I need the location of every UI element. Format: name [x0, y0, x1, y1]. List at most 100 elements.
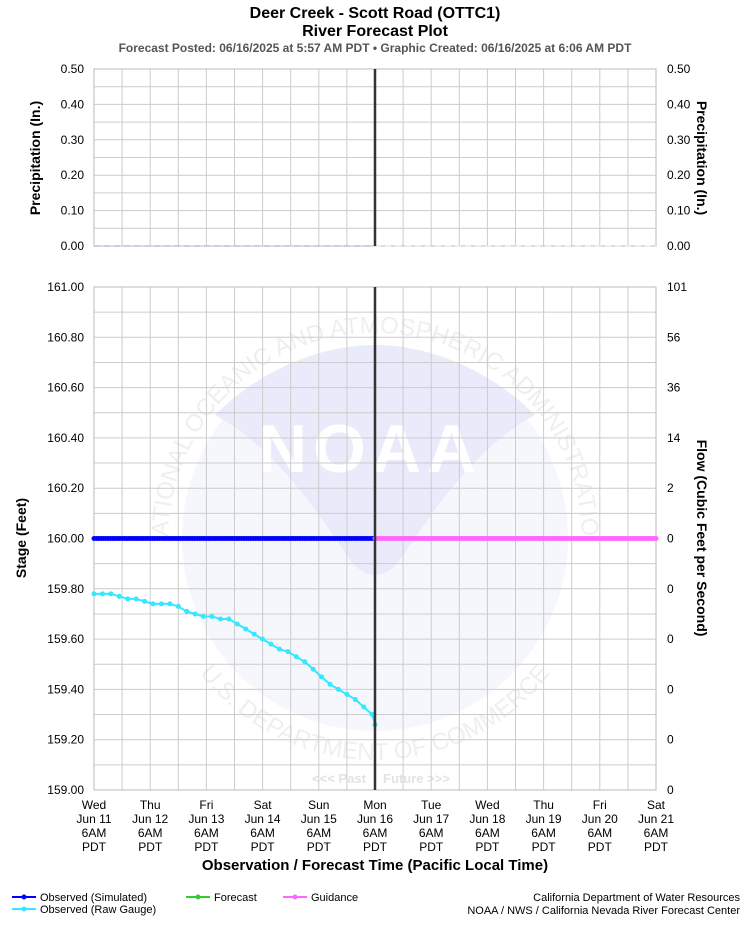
- legend-guidance-dot: [292, 894, 298, 900]
- past-label: <<< Past: [312, 771, 367, 786]
- point-observed_raw: [158, 601, 164, 607]
- point-observed_raw: [209, 613, 215, 619]
- point-observed_raw: [125, 596, 131, 602]
- legend-guidance-label: Guidance: [311, 892, 358, 904]
- stage-left-tick-label: 159.40: [47, 682, 84, 696]
- legend-observed-simulated-dot: [21, 894, 27, 900]
- point-observed_raw: [167, 601, 173, 607]
- stage-left-tick-label: 160.60: [47, 381, 84, 395]
- point-observed_raw: [150, 601, 156, 607]
- legend-forecast: Forecast: [186, 892, 257, 904]
- stage-left-ticks: 159.00 159.20 159.40 159.60 159.80 160.00 160.…: [47, 280, 84, 797]
- precip-left-tick-label: 0.00: [61, 239, 85, 253]
- x-tick-label-time: 6AM: [138, 826, 163, 840]
- x-tick-label-day: Wed: [475, 798, 499, 812]
- point-observed_raw: [327, 681, 333, 687]
- x-tick-label-tz: PDT: [532, 840, 557, 854]
- x-tick-label-time: 6AM: [475, 826, 500, 840]
- precip-left-tick-label: 0.30: [61, 133, 85, 147]
- stage-left-axis-label: Stage (Feet): [13, 498, 29, 578]
- precip-left-tick-label: 0.50: [61, 62, 85, 76]
- x-tick-label-day: Wed: [82, 798, 106, 812]
- x-tick-label-time: 6AM: [306, 826, 331, 840]
- legend-forecast-dot: [195, 894, 201, 900]
- stage-left-tick-label: 160.80: [47, 330, 84, 344]
- legend-observed-raw-dot: [21, 906, 27, 912]
- x-tick-label-day: Fri: [199, 798, 213, 812]
- x-tick-label-day: Sat: [254, 798, 273, 812]
- point-observed_raw: [116, 593, 122, 599]
- point-observed_raw: [285, 649, 291, 655]
- point-guidance: [653, 536, 659, 541]
- noaa-logo-text: NOAA: [258, 411, 482, 487]
- point-observed_raw: [335, 686, 341, 692]
- x-tick-label-date: Jun 21: [638, 812, 674, 826]
- precip-right-tick-label: 0.30: [667, 133, 691, 147]
- x-tick-label-tz: PDT: [475, 840, 500, 854]
- point-observed_raw: [99, 591, 105, 597]
- stage-right-tick-label: 0: [667, 532, 674, 546]
- point-observed_raw: [310, 666, 316, 672]
- point-observed_raw: [293, 654, 299, 660]
- stage-left-tick-label: 160.00: [47, 532, 84, 546]
- stage-left-tick-label: 160.40: [47, 431, 84, 445]
- stage-right-tick-label: 56: [667, 330, 681, 344]
- flow-right-axis-label: Flow (Cubic Feet per Second): [694, 440, 710, 637]
- point-observed_raw: [369, 712, 375, 718]
- precip-right-tick-label: 0.00: [667, 239, 691, 253]
- x-tick-label-tz: PDT: [307, 840, 332, 854]
- legend-observed-raw: Observed (Raw Gauge): [12, 904, 156, 916]
- x-tick-label-time: 6AM: [644, 826, 669, 840]
- stage-left-tick-label: 161.00: [47, 280, 84, 294]
- point-observed_raw: [234, 621, 240, 627]
- point-observed_raw: [361, 704, 367, 710]
- stage-right-tick-label: 0: [667, 582, 674, 596]
- x-tick-label-tz: PDT: [138, 840, 163, 854]
- stage-right-tick-label: 0: [667, 783, 674, 797]
- x-tick-label-day: Mon: [363, 798, 386, 812]
- stage-right-ticks: 0 0 0 0 0 0 2 14 36 56 101: [667, 280, 687, 797]
- credit-cnrfc: NOAA / NWS / California Nevada River For…: [467, 905, 740, 917]
- stage-right-tick-label: 36: [667, 381, 681, 395]
- x-tick-label-tz: PDT: [644, 840, 669, 854]
- legend: Observed (Simulated) Observed (Raw Gauge…: [12, 892, 358, 916]
- x-tick-label-date: Jun 16: [357, 812, 393, 826]
- x-tick-label-time: 6AM: [250, 826, 275, 840]
- point-observed_raw: [226, 616, 232, 622]
- stage-right-tick-label: 14: [667, 431, 681, 445]
- legend-observed-simulated: Observed (Simulated): [12, 892, 147, 904]
- x-tick-label-date: Jun 19: [526, 812, 562, 826]
- x-tick-label-time: 6AM: [587, 826, 612, 840]
- point-observed_raw: [260, 636, 266, 642]
- chart-subtitle: River Forecast Plot: [302, 23, 449, 40]
- stage-right-tick-label: 0: [667, 632, 674, 646]
- precip-left-tick-label: 0.10: [61, 204, 85, 218]
- precip-right-tick-label: 0.10: [667, 204, 691, 218]
- precip-right-tick-label: 0.40: [667, 97, 691, 111]
- point-observed_raw: [184, 608, 190, 614]
- point-observed_raw: [251, 631, 257, 637]
- point-observed_raw: [142, 598, 148, 604]
- point-observed_raw: [276, 646, 282, 652]
- x-tick-label-day: Tue: [421, 798, 442, 812]
- point-observed_raw: [108, 591, 114, 597]
- legend-forecast-label: Forecast: [214, 892, 257, 904]
- x-tick-label-date: Jun 11: [76, 812, 111, 826]
- x-tick-label-time: 6AM: [531, 826, 556, 840]
- legend-observed-raw-label: Observed (Raw Gauge): [40, 904, 156, 916]
- noaa-watermark: NOAA NATIONAL OCEANIC AND ATMOSPHERIC AD…: [0, 0, 603, 786]
- legend-guidance: Guidance: [283, 892, 358, 904]
- x-tick-label-tz: PDT: [82, 840, 107, 854]
- precip-panel: 0.00 0.10 0.20 0.30 0.40 0.50 0.00 0.10 0.20 0.3…: [27, 62, 710, 253]
- stage-right-tick-label: 0: [667, 733, 674, 747]
- stage-left-tick-label: 160.20: [47, 481, 84, 495]
- precip-right-tick-label: 0.50: [667, 62, 691, 76]
- point-observed_raw: [319, 674, 325, 680]
- x-tick-label-time: 6AM: [82, 826, 107, 840]
- x-tick-label-day: Sun: [308, 798, 329, 812]
- point-observed_raw: [201, 613, 207, 619]
- stage-series: [91, 536, 659, 728]
- legend-observed-simulated-label: Observed (Simulated): [40, 892, 147, 904]
- precip-left-tick-label: 0.40: [61, 97, 85, 111]
